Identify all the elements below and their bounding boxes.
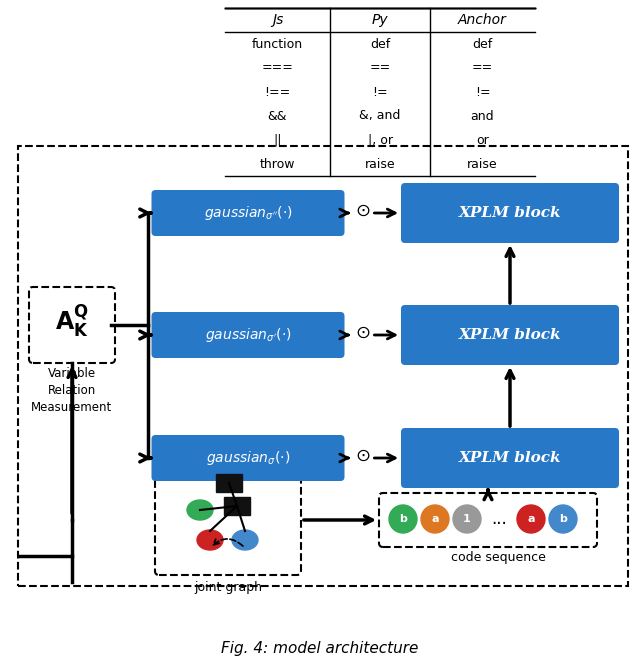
FancyBboxPatch shape — [216, 474, 242, 492]
Ellipse shape — [389, 505, 417, 533]
Ellipse shape — [232, 530, 258, 550]
Text: ==: == — [472, 61, 493, 75]
Text: $\odot$: $\odot$ — [355, 202, 370, 220]
Text: ===: === — [262, 61, 293, 75]
Text: code sequence: code sequence — [451, 551, 545, 564]
Text: Anchor: Anchor — [458, 13, 507, 27]
Text: and: and — [470, 110, 494, 122]
Text: throw: throw — [260, 158, 295, 170]
Text: ==: == — [369, 61, 390, 75]
Text: XPLM block: XPLM block — [459, 451, 561, 465]
Text: joint graph: joint graph — [194, 581, 262, 594]
FancyBboxPatch shape — [401, 428, 619, 488]
Text: XPLM block: XPLM block — [459, 328, 561, 342]
Text: def: def — [370, 37, 390, 51]
Text: or: or — [476, 134, 489, 146]
Text: ||: || — [273, 134, 282, 146]
Text: b: b — [399, 514, 407, 524]
FancyBboxPatch shape — [401, 305, 619, 365]
Text: a: a — [431, 514, 439, 524]
Text: a: a — [527, 514, 535, 524]
FancyBboxPatch shape — [152, 190, 344, 236]
FancyBboxPatch shape — [224, 497, 250, 515]
Ellipse shape — [421, 505, 449, 533]
Text: |, or: |, or — [367, 134, 392, 146]
Text: Fig. 4: model architecture: Fig. 4: model architecture — [221, 641, 419, 655]
Text: &&: && — [268, 110, 287, 122]
FancyBboxPatch shape — [152, 312, 344, 358]
Ellipse shape — [197, 530, 223, 550]
Ellipse shape — [453, 505, 481, 533]
Text: XPLM block: XPLM block — [459, 206, 561, 220]
Text: 1: 1 — [463, 514, 471, 524]
Text: b: b — [559, 514, 567, 524]
Text: $\odot$: $\odot$ — [355, 324, 370, 342]
Text: Js: Js — [272, 13, 283, 27]
Ellipse shape — [517, 505, 545, 533]
Text: $gaussian_{\sigma}(\cdot)$: $gaussian_{\sigma}(\cdot)$ — [206, 449, 290, 467]
Text: def: def — [472, 37, 493, 51]
Ellipse shape — [549, 505, 577, 533]
Text: !=: != — [475, 86, 490, 98]
Text: $gaussian_{\sigma'}(\cdot)$: $gaussian_{\sigma'}(\cdot)$ — [205, 326, 291, 344]
FancyBboxPatch shape — [18, 146, 628, 586]
Text: function: function — [252, 37, 303, 51]
Text: ...: ... — [491, 510, 507, 528]
Text: raise: raise — [365, 158, 396, 170]
Text: Py: Py — [372, 13, 388, 27]
FancyBboxPatch shape — [401, 183, 619, 243]
Text: raise: raise — [467, 158, 498, 170]
FancyBboxPatch shape — [379, 493, 597, 547]
FancyBboxPatch shape — [29, 287, 115, 363]
Ellipse shape — [187, 500, 213, 520]
Text: $\mathbf{A}_{\mathbf{K}}^{\mathbf{Q}}$: $\mathbf{A}_{\mathbf{K}}^{\mathbf{Q}}$ — [55, 303, 89, 339]
Text: !==: !== — [264, 86, 291, 98]
Text: !=: != — [372, 86, 388, 98]
Text: $\odot$: $\odot$ — [355, 447, 370, 465]
Text: Variable
Relation
Measurement: Variable Relation Measurement — [31, 367, 113, 414]
FancyBboxPatch shape — [155, 465, 301, 575]
Text: &, and: &, and — [359, 110, 401, 122]
FancyBboxPatch shape — [152, 435, 344, 481]
Text: $gaussian_{\sigma''}(\cdot)$: $gaussian_{\sigma''}(\cdot)$ — [204, 204, 292, 222]
